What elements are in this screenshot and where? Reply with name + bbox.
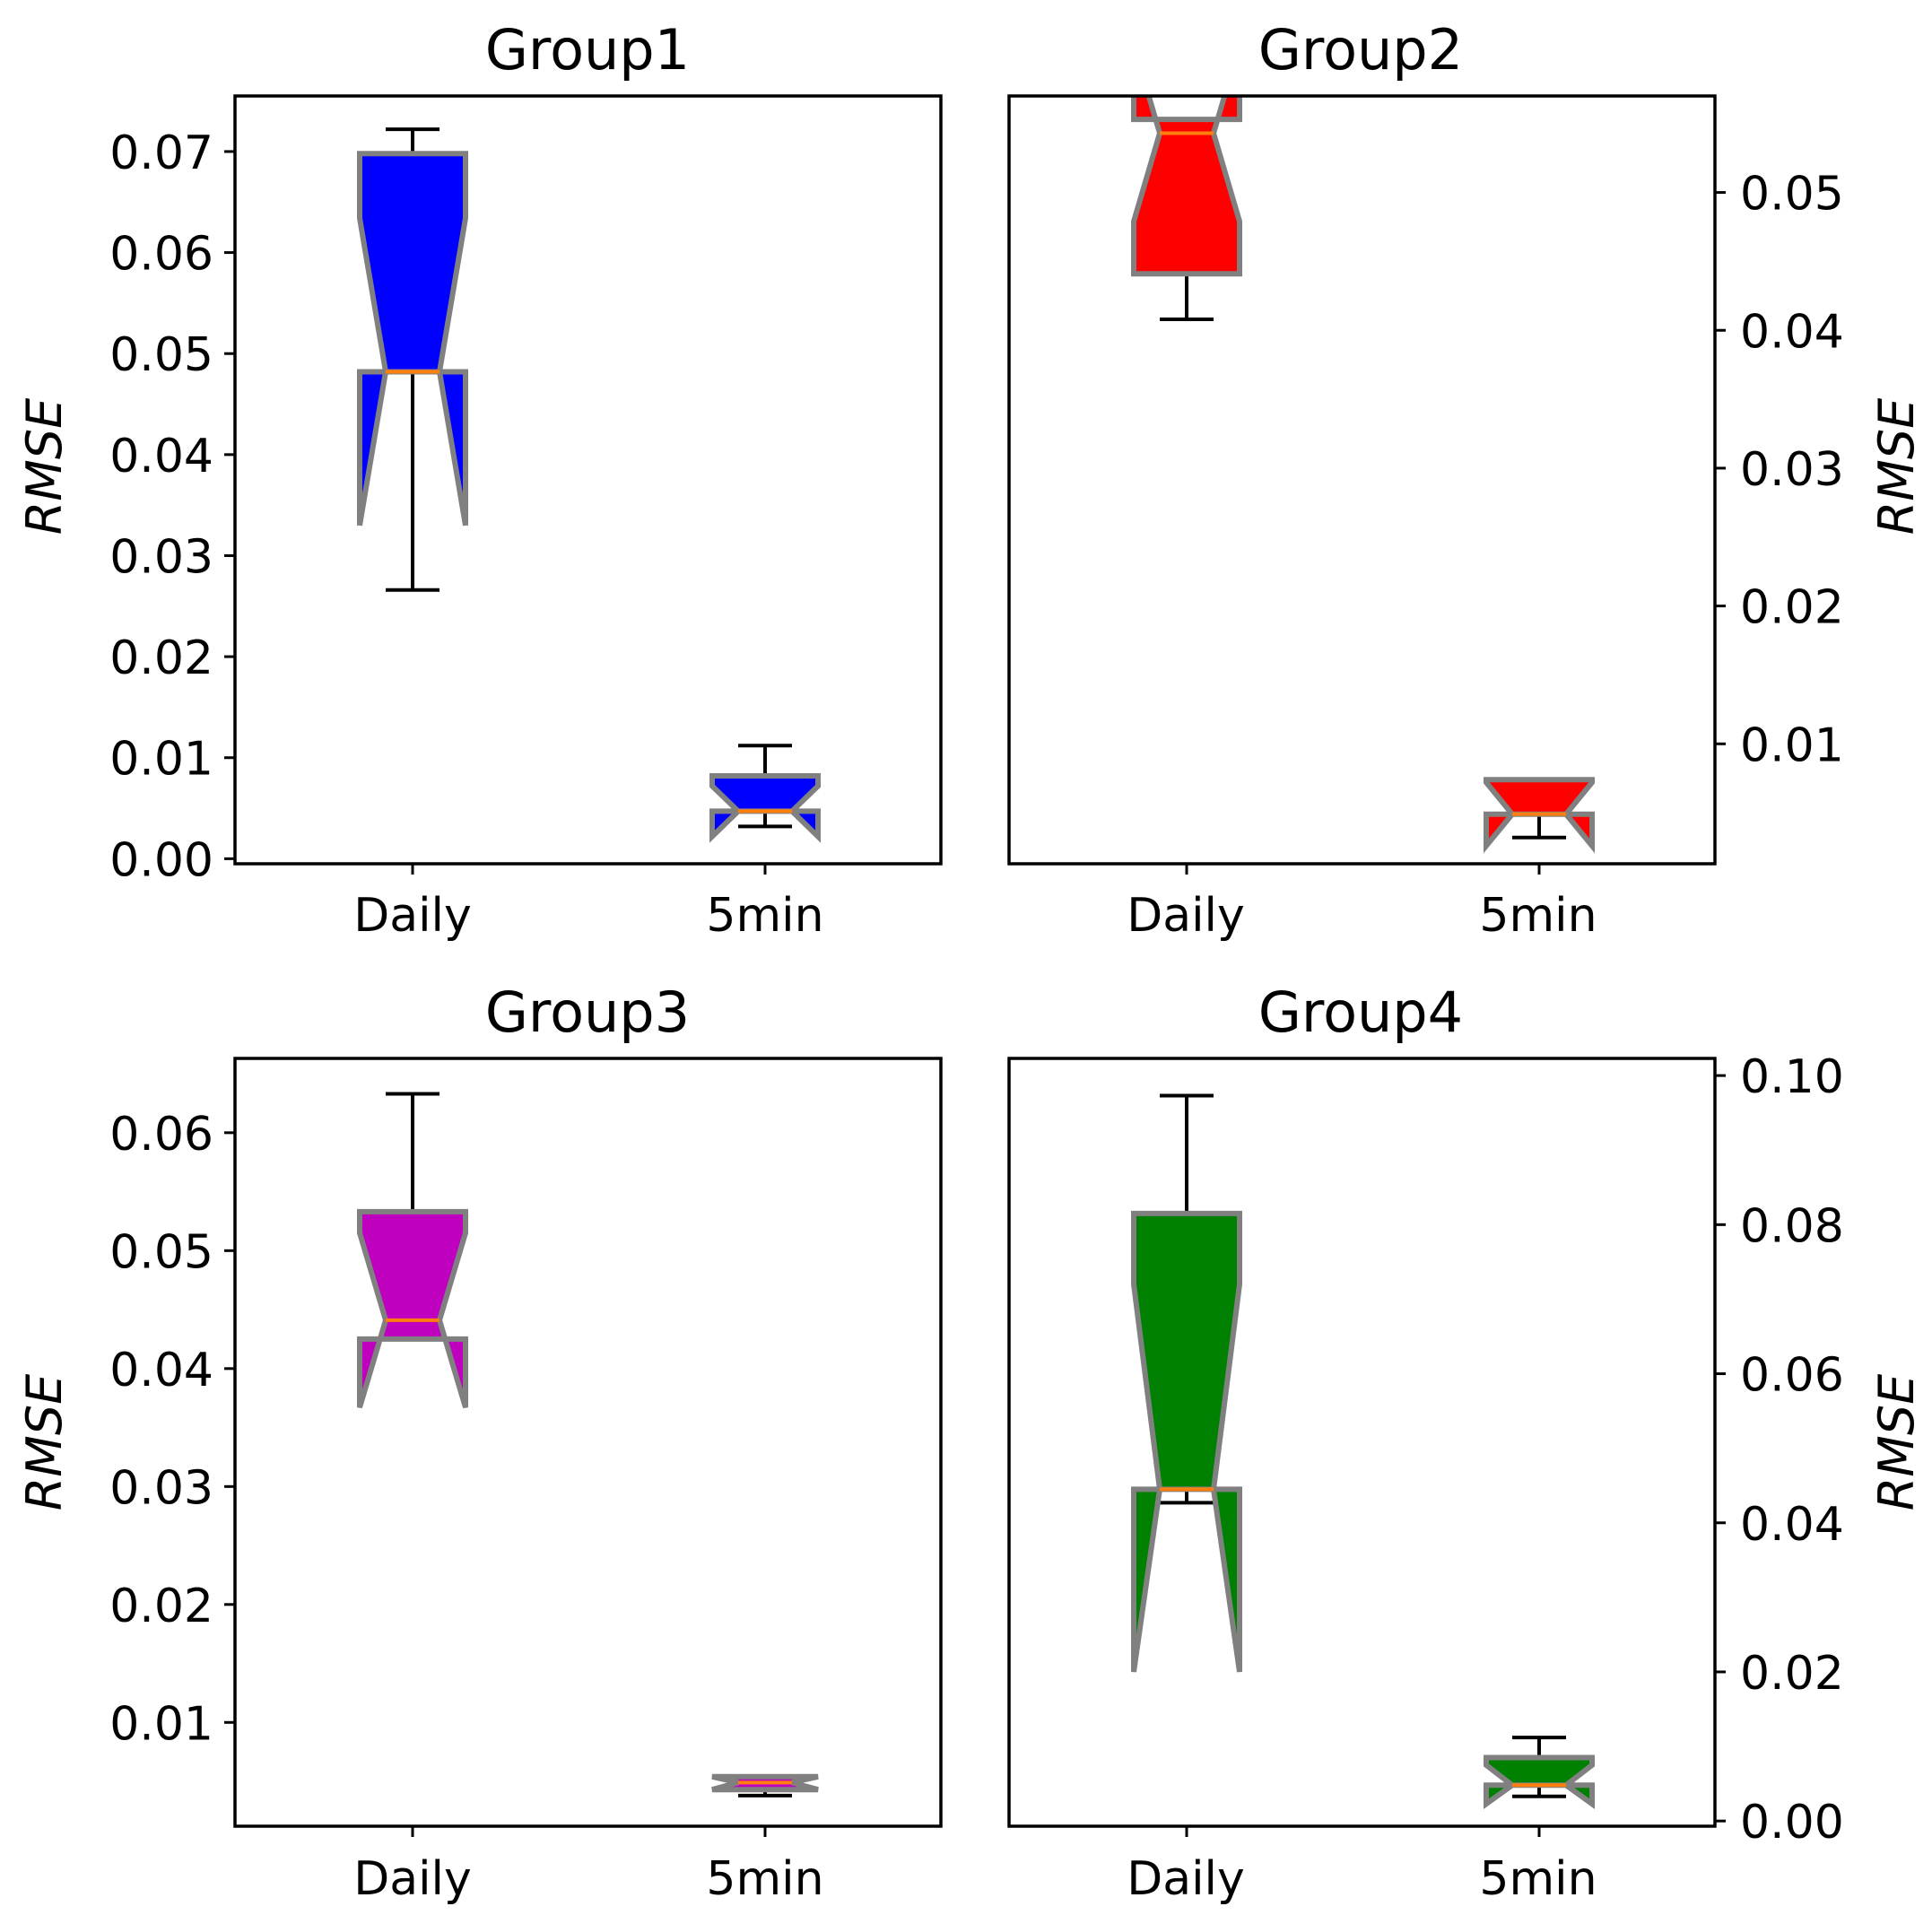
plot-marks: 0.01 0.02 0.03 0.04 0.05 0.06 bbox=[109, 1092, 819, 1837]
y-tick-label: 0.07 bbox=[109, 126, 213, 180]
y-tick-label: 0.10 bbox=[1740, 1050, 1844, 1104]
y-tick-label: 0.02 bbox=[1740, 1647, 1844, 1701]
y-tick-label: 0.03 bbox=[109, 530, 213, 584]
plot-area bbox=[357, 1092, 819, 1797]
y-tick-label: 0.00 bbox=[1740, 1796, 1844, 1850]
y-tick-label: 0.04 bbox=[109, 1344, 213, 1397]
panel-group1: Group1 RMSE 0.00 0.01 0.02 0.03 0.04 0.05 0.06… bbox=[16, 17, 943, 943]
y-tick-label: 0.01 bbox=[109, 1697, 213, 1751]
y-axis-label: RMSE bbox=[1868, 1373, 1925, 1510]
plot-area bbox=[1131, 1093, 1595, 1809]
box-5min bbox=[709, 773, 821, 843]
plot-area bbox=[357, 127, 821, 843]
y-axis-label: RMSE bbox=[1868, 397, 1925, 535]
y-tick-label: 0.04 bbox=[1740, 1498, 1844, 1552]
y-tick-label: 0.05 bbox=[109, 1225, 213, 1279]
y-tick-label: 0.02 bbox=[109, 631, 213, 685]
x-tick-label-daily: Daily bbox=[1127, 1852, 1245, 1906]
y-tick-label: 0.04 bbox=[1740, 305, 1844, 359]
y-tick-label: 0.02 bbox=[1740, 581, 1844, 635]
y-tick-label: 0.06 bbox=[1740, 1349, 1844, 1403]
plot-area bbox=[1131, 96, 1595, 854]
x-tick-label-daily: Daily bbox=[353, 889, 472, 943]
y-tick-label: 0.03 bbox=[109, 1461, 213, 1515]
y-tick-label: 0.00 bbox=[109, 833, 213, 887]
y-axis-label: RMSE bbox=[16, 397, 73, 535]
panel-group3: Group3 RMSE 0.01 0.02 0.03 0.04 0.05 0.06 Dai… bbox=[16, 979, 943, 1906]
box-daily bbox=[1131, 96, 1242, 277]
x-tick-label-5min: 5min bbox=[1479, 1852, 1597, 1906]
plot-marks: 0.00 0.01 0.02 0.03 0.04 0.05 0.06 0.07 bbox=[109, 126, 821, 887]
box-5min bbox=[1484, 1754, 1595, 1809]
y-tick-label: 0.06 bbox=[109, 228, 213, 282]
plot-frame bbox=[233, 1057, 943, 1828]
panel-title: Group3 bbox=[485, 979, 690, 1045]
y-tick-label: 0.05 bbox=[109, 328, 213, 382]
plot-frame bbox=[233, 94, 943, 866]
plot-frame bbox=[1007, 94, 1717, 866]
y-tick-label: 0.04 bbox=[109, 430, 213, 483]
box-daily bbox=[357, 1208, 468, 1409]
panel-title: Group4 bbox=[1258, 979, 1463, 1045]
y-tick-label: 0.01 bbox=[1740, 718, 1844, 772]
plot-marks: 0.01 0.02 0.03 0.04 0.05 bbox=[1131, 96, 1844, 875]
y-tick-label: 0.01 bbox=[109, 733, 213, 787]
panel-title: Group1 bbox=[485, 17, 690, 83]
plot-frame bbox=[1007, 1057, 1717, 1828]
y-tick-label: 0.06 bbox=[109, 1108, 213, 1162]
panel-group2: Group2 RMSE 0.01 0.02 0.03 0.04 0.05 Daily 5… bbox=[1007, 17, 1925, 943]
y-tick-label: 0.03 bbox=[1740, 443, 1844, 497]
x-tick-label-5min: 5min bbox=[1479, 889, 1597, 943]
x-tick-label-daily: Daily bbox=[1127, 889, 1245, 943]
x-tick-label-5min: 5min bbox=[706, 889, 823, 943]
box-daily bbox=[357, 151, 468, 527]
y-axis-label: RMSE bbox=[16, 1373, 73, 1510]
x-tick-label-5min: 5min bbox=[706, 1852, 823, 1906]
y-tick-label: 0.02 bbox=[109, 1580, 213, 1633]
x-tick-label-daily: Daily bbox=[353, 1852, 472, 1906]
y-tick-label: 0.08 bbox=[1740, 1199, 1844, 1253]
y-tick-label: 0.05 bbox=[1740, 168, 1844, 222]
panel-title: Group2 bbox=[1258, 17, 1463, 83]
box-daily bbox=[1131, 1210, 1242, 1673]
panel-group4: Group4 RMSE 0.00 0.02 0.04 0.06 0.08 0.10 Dai… bbox=[1007, 979, 1925, 1906]
plot-marks: 0.00 0.02 0.04 0.06 0.08 0.10 bbox=[1131, 1050, 1844, 1850]
